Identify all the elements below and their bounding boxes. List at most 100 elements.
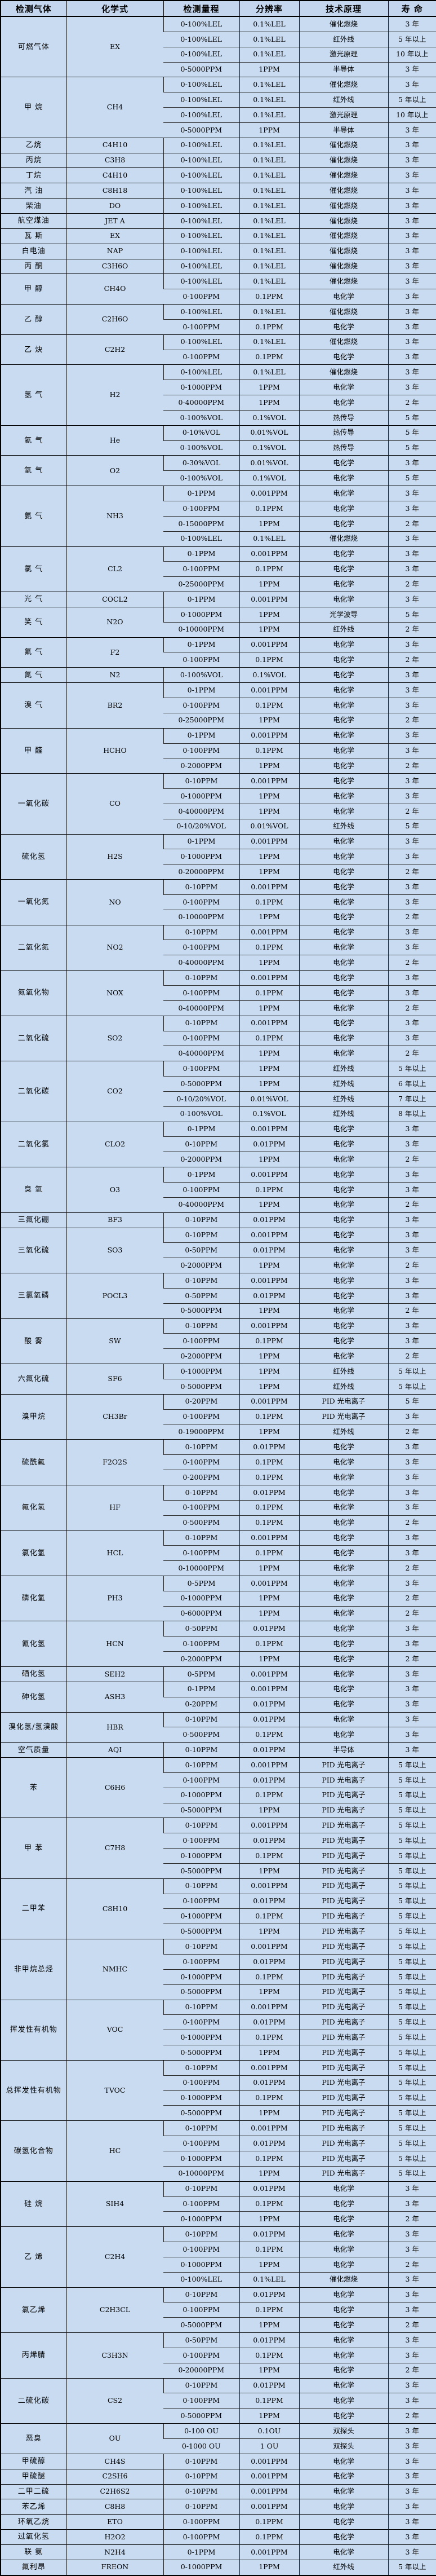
gas-name-cell: 溴 气 [1,682,66,729]
table-row: 0-1000PPM 0.1PPM PID 光电离子 5 年以上 [1,1969,436,1985]
range-cell: 0-2000PPM [163,1152,239,1167]
principle-cell: 电化学 [299,2226,388,2242]
lifespan-cell: 3 年 [388,1742,436,1758]
lifespan-cell: 5 年以上 [388,1787,436,1803]
resolution-cell: 0.01PPM [239,1893,299,1909]
resolution-cell: 0.1PPM [239,1908,299,1924]
principle-cell: PID 光电离子 [299,1908,388,1924]
range-cell: 0-2000PPM [163,1348,239,1364]
table-row: 0-2000PPM 1PPM 电化学 2 年 [1,758,436,774]
table-row: 苯乙烯 C8H8 0-10PPM 0.001PPM 电化学 3 年 [1,2499,436,2515]
resolution-cell: 0.001PPM [239,592,299,607]
range-cell: 0-5000PPM [163,2105,239,2121]
lifespan-cell: 5 年 [388,606,436,623]
principle-cell: PID 光电离子 [299,1878,388,1894]
lifespan-cell: 3 年 [388,213,436,229]
range-cell: 0-10PPM [163,2287,239,2302]
gas-name-cell: 氦 气 [1,425,66,456]
resolution-cell: 0.001PPM [239,1757,299,1773]
table-row: 瓦 斯 EX 0-100%LEL 0.1%LEL 催化燃烧 3 年 [1,228,436,244]
principle-cell: 电化学 [299,455,388,471]
resolution-cell: 1PPM [239,2211,299,2227]
gas-name-cell: 六氟化硫 [1,1364,66,1395]
formula-cell: NO2 [66,924,163,971]
range-cell: 0-5000PPM [163,122,239,138]
range-cell: 0-100%VOL [163,440,239,456]
range-cell: 0-1PPM [163,2544,239,2560]
principle-cell: PID 光电离子 [299,1393,388,1410]
resolution-cell: 1PPM [239,788,299,804]
resolution-cell: 0.1PPM [239,1454,299,1470]
principle-cell: 电化学 [299,1696,388,1712]
principle-cell: PID 光电离子 [299,1757,388,1773]
gas-name-cell: 丁烷 [1,167,66,183]
table-row: 0-100PPM 0.1PPM 电化学 3 年 [1,1636,436,1652]
formula-cell: C4H10 [66,167,163,183]
resolution-cell: 1PPM [239,1152,299,1167]
table-row: 0-100%LEL 0.1%LEL 催化燃烧 3 年 [1,2271,436,2288]
table-row: 0-1000PPM 1PPM 电化学 3 年 [1,380,436,395]
principle-cell: 电化学 [299,1242,388,1258]
lifespan-cell: 2 年 [388,395,436,411]
table-row: 联 氨 N2H4 0-1PPM 0.001PPM 电化学 3 年 [1,2544,436,2560]
range-cell: 0-10PPM [163,2181,239,2196]
range-cell: 0-1000PPM [163,1969,239,1985]
principle-cell: PID 光电离子 [299,2030,388,2045]
principle-cell: 电化学 [299,682,388,698]
principle-cell: 电化学 [299,1621,388,1637]
table-row: 氯 气 CL2 0-1PPM 0.001PPM 电化学 3 年 [1,546,436,592]
principle-cell: PID 光电离子 [299,1863,388,1879]
resolution-cell: 0.1%LEL [239,183,299,199]
principle-cell: 电化学 [299,667,388,683]
principle-cell: PID 光电离子 [299,1984,388,2000]
formula-cell: HCL [66,1530,163,1576]
lifespan-cell: 3 年 [388,561,436,577]
gas-name-cell: 光 气 [1,592,66,607]
gas-name-cell: 苯 [1,1757,66,1818]
range-cell: 0-100%LEL [163,228,239,244]
lifespan-cell: 3 年 [388,2302,436,2318]
range-cell: 0-10/20%VOL [163,818,239,835]
resolution-cell: 0.01PPM [239,1439,299,1455]
table-row: 0-100PPM 0.01PPM PID 光电离子 5 年以上 [1,1893,436,1909]
formula-cell: HF [66,1484,163,1530]
resolution-cell: 0.1PPM [239,2514,299,2530]
principle-cell: 电化学 [299,1499,388,1516]
principle-cell: 电化学 [299,2453,388,2469]
principle-cell: 电化学 [299,803,388,819]
table-row: 0-10000PPM 1PPM 红外线 2 年 [1,621,436,638]
table-row: 二甲苯 C8H10 0-10PPM 0.001PPM PID 光电离子 5 年以上 [1,1878,436,1939]
table-row: 环氧乙烷 ETO 0-100PPM 0.1PPM 电化学 3 年 [1,2514,436,2530]
lifespan-cell: 8 年以上 [388,1106,436,1122]
table-row: 0-1000PPM 1PPM 电化学 2 年 [1,1590,436,1607]
resolution-cell: 0.001PPM [239,2468,299,2485]
resolution-cell: 0.1PPM [239,2242,299,2257]
principle-cell: 电化学 [299,2347,388,2363]
principle-cell: 双探头 [299,2438,388,2454]
formula-cell: F2O2S [66,1439,163,1485]
formula-cell: O3 [66,1167,163,1213]
principle-cell: 电化学 [299,2468,388,2485]
gas-name-cell: 乙烷 [1,137,66,153]
resolution-cell: 0.1%VOL [239,1106,299,1122]
table-row: 笑 气 N2O 0-1000PPM 1PPM 光学波导 5 年 [1,606,436,638]
resolution-cell: 0.1%VOL [239,667,299,683]
gas-name-cell: 甲 醛 [1,727,66,774]
resolution-cell: 0.1%VOL [239,409,299,426]
resolution-cell: 0.01PPM [239,1954,299,1970]
resolution-cell: 1PPM [239,955,299,971]
range-cell: 0-10PPM [163,2499,239,2515]
table-row: 0-100%LEL 0.1%LEL 催化燃烧 3 年 [1,531,436,547]
gas-name-cell: 氢 气 [1,364,66,426]
range-cell: 0-500PPM [163,1515,239,1530]
lifespan-cell: 3 年 [388,1636,436,1652]
table-row: 甲 烷 CH4 0-100%LEL 0.1%LEL 催化燃烧 3 年 [1,77,436,138]
resolution-cell: 1PPM [239,576,299,592]
principle-cell: PID 光电离子 [299,1969,388,1985]
principle-cell: 电化学 [299,561,388,577]
resolution-cell: 0.01PPM [239,2181,299,2196]
lifespan-cell: 3 年 [388,1273,436,1289]
resolution-cell: 0.01PPM [239,1287,299,1304]
gas-name-cell: 丙烯腈 [1,2332,66,2379]
lifespan-cell: 5 年以上 [388,92,436,108]
